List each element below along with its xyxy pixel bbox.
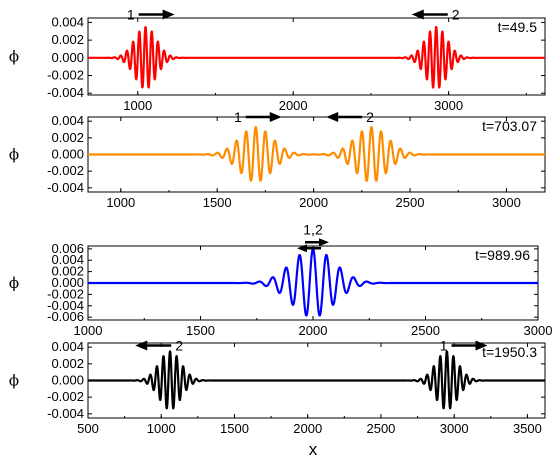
arrow-head [297, 244, 307, 253]
x-tick-label: 1000 [147, 421, 176, 436]
series-line [87, 350, 546, 410]
y-tick-label: 0.002 [51, 32, 84, 47]
x-tick-label: 2000 [299, 323, 328, 338]
series-line [87, 125, 546, 182]
x-tick-label: 2000 [299, 195, 328, 210]
y-tick-label: 0.000 [51, 50, 84, 65]
y-tick-label: 0.002 [51, 130, 84, 145]
x-tick-label: 1000 [74, 323, 103, 338]
y-tick-label: 0.000 [51, 275, 84, 290]
arrow-head [162, 9, 175, 20]
arrow-head [135, 340, 148, 351]
packet-label: 2 [452, 6, 460, 22]
x-tick-label: 2500 [366, 421, 395, 436]
y-tick-label: -0.002 [47, 389, 84, 404]
y-tick-label: -0.004 [47, 406, 84, 421]
packet-annotation: 2 [411, 6, 460, 22]
packet-label: 1 [127, 6, 135, 22]
packet-label: 2 [175, 338, 183, 354]
packet-annotation: 1 [127, 6, 175, 22]
y-tick-label: -0.002 [47, 68, 84, 83]
packet-annotation: 1,2 [297, 221, 329, 253]
y-tick-label: -0.004 [47, 180, 84, 195]
y-tick-label: 0.004 [51, 14, 84, 29]
packet-label: 1,2 [303, 221, 323, 237]
arrow-head [326, 112, 339, 122]
time-label: t=1950.3 [482, 344, 537, 360]
y-tick-label: 0.002 [51, 264, 84, 279]
x-tick-label: 1500 [186, 323, 215, 338]
arrow-head [269, 112, 282, 122]
y-tick-label: 0.002 [51, 356, 84, 371]
x-tick-label: 2500 [411, 323, 440, 338]
arrow-head [319, 238, 329, 247]
x-tick-label: 2000 [293, 421, 322, 436]
y-tick-label: -0.004 [47, 298, 84, 313]
series-line [87, 25, 546, 89]
x-tick-label: 500 [77, 421, 99, 436]
y-tick-label: 0.004 [51, 113, 84, 128]
packet-annotation: 2 [135, 338, 183, 354]
y-axis-label: ϕ [9, 146, 19, 164]
y-tick-label: -0.002 [47, 163, 84, 178]
x-tick-label: 3000 [440, 421, 469, 436]
x-tick-label: 3000 [434, 98, 463, 113]
y-tick-label: -0.002 [47, 286, 84, 301]
x-tick-label: 2500 [396, 195, 425, 210]
panel-t49: -0.004 -0.002 0.000 0.002 0.004 1000 2000 3000 ϕ… [9, 6, 546, 113]
y-axis-label: ϕ [9, 372, 19, 390]
y-tick-label: 0.000 [51, 147, 84, 162]
x-tick-label: 3000 [492, 195, 521, 210]
time-label: t=989.96 [475, 247, 530, 263]
x-tick-label: 1500 [203, 195, 232, 210]
y-axis-label: ϕ [9, 274, 19, 292]
x-tick-label: 2000 [279, 98, 308, 113]
y-tick-label: 0.004 [51, 252, 84, 267]
arrow-head [475, 340, 488, 351]
x-tick-label: 3000 [524, 323, 553, 338]
arrow-head [411, 9, 424, 20]
x-tick-label: 1000 [106, 195, 135, 210]
y-axis-label: ϕ [9, 48, 19, 66]
packet-label: 1 [234, 109, 242, 125]
series-line [87, 247, 539, 317]
packet-annotation: 1 [234, 109, 282, 125]
y-tick-label: 0.006 [51, 241, 84, 256]
packet-label: 2 [366, 109, 374, 125]
packet-annotation: 2 [326, 109, 374, 125]
x-tick-label: 1500 [220, 421, 249, 436]
x-axis-label: x [309, 440, 318, 459]
time-label: t=49.5 [498, 19, 538, 35]
x-tick-label: 3500 [513, 421, 542, 436]
x-tick-label: 1000 [123, 98, 152, 113]
y-tick-label: 0.004 [51, 339, 84, 354]
y-tick-label: -0.006 [47, 309, 84, 324]
y-tick-label: 0.000 [51, 373, 84, 388]
plot-frame [87, 17, 546, 96]
time-label: t=703.07 [482, 118, 537, 134]
packet-label: 1 [440, 338, 448, 354]
packet-annotation: 1 [440, 338, 488, 354]
y-tick-label: -0.004 [47, 85, 84, 100]
